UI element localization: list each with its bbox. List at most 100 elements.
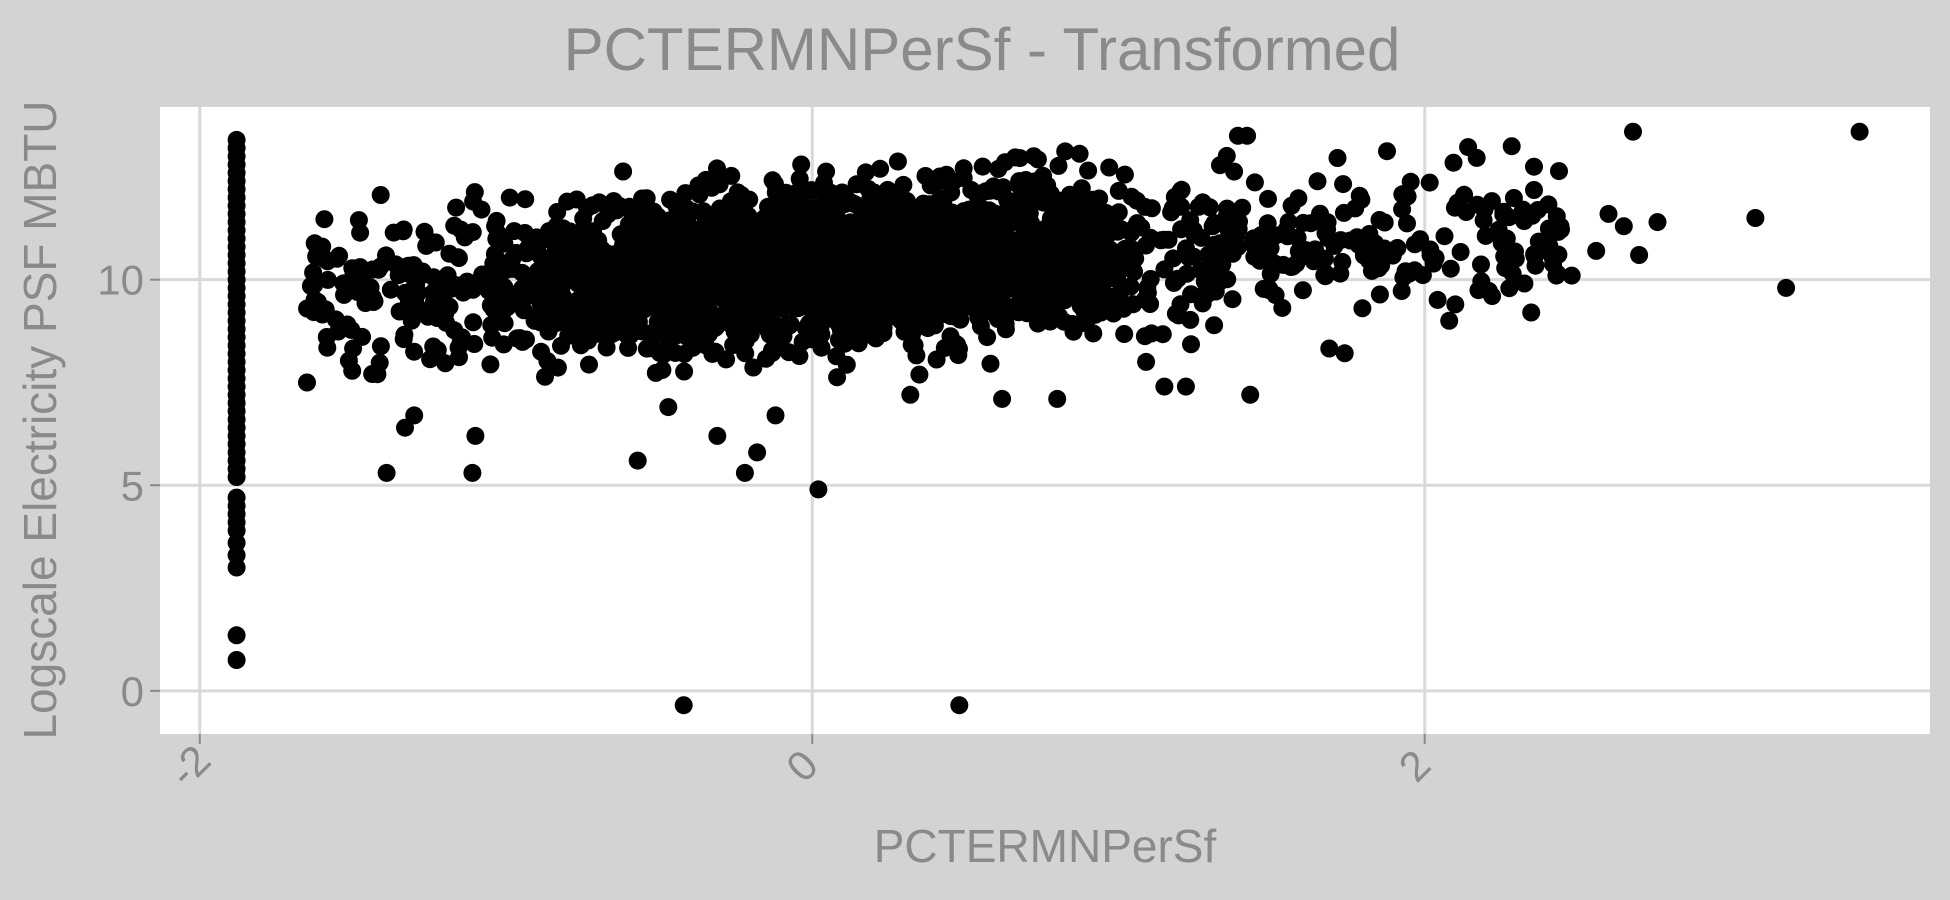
data-point bbox=[841, 213, 860, 232]
data-point bbox=[1334, 175, 1353, 194]
data-point bbox=[723, 297, 741, 316]
data-point bbox=[790, 169, 809, 188]
data-point bbox=[369, 260, 388, 279]
data-point bbox=[425, 292, 443, 311]
data-point bbox=[1109, 203, 1128, 222]
data-point bbox=[828, 244, 847, 263]
data-point bbox=[618, 259, 636, 278]
data-point bbox=[853, 254, 872, 273]
data-point bbox=[874, 228, 893, 247]
data-point bbox=[871, 292, 890, 311]
data-point bbox=[900, 301, 919, 320]
data-point bbox=[888, 152, 907, 171]
data-point bbox=[512, 294, 531, 313]
data-point bbox=[562, 234, 581, 253]
data-point bbox=[513, 279, 531, 298]
data-point bbox=[792, 155, 811, 174]
data-point bbox=[689, 237, 708, 256]
data-point bbox=[1088, 246, 1107, 265]
data-point bbox=[973, 157, 992, 176]
data-point bbox=[718, 205, 737, 223]
data-point bbox=[744, 358, 763, 377]
data-point bbox=[765, 270, 784, 289]
data-point bbox=[1125, 262, 1144, 281]
data-point bbox=[227, 533, 246, 552]
data-point bbox=[547, 283, 566, 302]
data-point bbox=[812, 312, 831, 331]
data-point bbox=[1049, 156, 1068, 175]
data-point bbox=[1073, 314, 1092, 332]
data-point bbox=[339, 351, 358, 370]
data-point bbox=[371, 337, 390, 356]
data-point bbox=[768, 286, 787, 305]
data-point bbox=[1289, 189, 1308, 208]
data-point bbox=[1073, 262, 1092, 281]
data-point bbox=[1055, 291, 1074, 310]
data-point bbox=[405, 342, 424, 361]
data-point bbox=[1328, 149, 1347, 167]
data-point bbox=[1469, 281, 1488, 300]
data-point bbox=[865, 183, 883, 202]
data-point bbox=[1029, 249, 1048, 268]
data-point bbox=[789, 272, 808, 291]
data-point bbox=[635, 202, 654, 221]
data-point bbox=[1494, 205, 1513, 224]
data-point bbox=[317, 328, 336, 346]
data-point bbox=[896, 315, 915, 334]
data-point bbox=[227, 558, 246, 577]
data-point bbox=[694, 217, 713, 236]
data-point bbox=[579, 308, 598, 327]
data-point bbox=[828, 368, 847, 387]
data-point bbox=[871, 159, 890, 178]
data-point bbox=[888, 287, 907, 306]
data-point bbox=[1467, 148, 1486, 167]
data-point bbox=[1502, 137, 1521, 156]
data-point bbox=[971, 307, 990, 326]
data-point bbox=[833, 183, 852, 202]
data-point bbox=[1115, 325, 1134, 343]
data-point bbox=[1398, 187, 1417, 206]
data-point bbox=[856, 163, 875, 182]
data-point bbox=[824, 289, 842, 308]
data-point bbox=[835, 334, 854, 353]
data-point bbox=[588, 324, 607, 343]
data-point bbox=[466, 426, 485, 445]
data-point bbox=[1401, 172, 1420, 191]
data-point bbox=[1090, 189, 1109, 208]
data-point bbox=[704, 286, 723, 305]
data-point bbox=[394, 220, 413, 239]
data-point bbox=[881, 209, 900, 227]
data-point bbox=[854, 309, 873, 328]
data-point bbox=[1155, 377, 1174, 396]
data-point bbox=[1346, 199, 1365, 218]
data-point bbox=[1552, 220, 1570, 239]
data-point bbox=[653, 360, 672, 379]
data-point bbox=[1746, 209, 1765, 227]
data-point bbox=[690, 185, 709, 204]
data-point bbox=[507, 329, 526, 348]
data-point bbox=[1306, 240, 1324, 259]
data-point bbox=[626, 280, 644, 299]
data-point bbox=[465, 335, 484, 353]
data-point bbox=[1529, 232, 1548, 251]
data-point bbox=[683, 202, 702, 221]
data-point bbox=[1048, 389, 1067, 408]
data-point bbox=[421, 350, 440, 369]
data-point bbox=[505, 222, 524, 241]
data-point bbox=[1378, 142, 1396, 161]
data-point bbox=[1043, 269, 1062, 288]
data-point bbox=[643, 338, 661, 357]
data-point bbox=[1331, 264, 1350, 283]
data-point bbox=[1010, 273, 1029, 292]
data-point bbox=[1103, 218, 1122, 237]
data-point bbox=[1006, 148, 1025, 167]
data-point bbox=[368, 365, 387, 384]
data-point bbox=[808, 198, 827, 217]
data-point bbox=[343, 259, 362, 278]
data-point bbox=[1357, 229, 1375, 248]
data-point bbox=[1630, 246, 1649, 264]
data-point bbox=[552, 250, 571, 269]
data-point bbox=[1522, 303, 1541, 322]
data-point bbox=[485, 245, 504, 263]
